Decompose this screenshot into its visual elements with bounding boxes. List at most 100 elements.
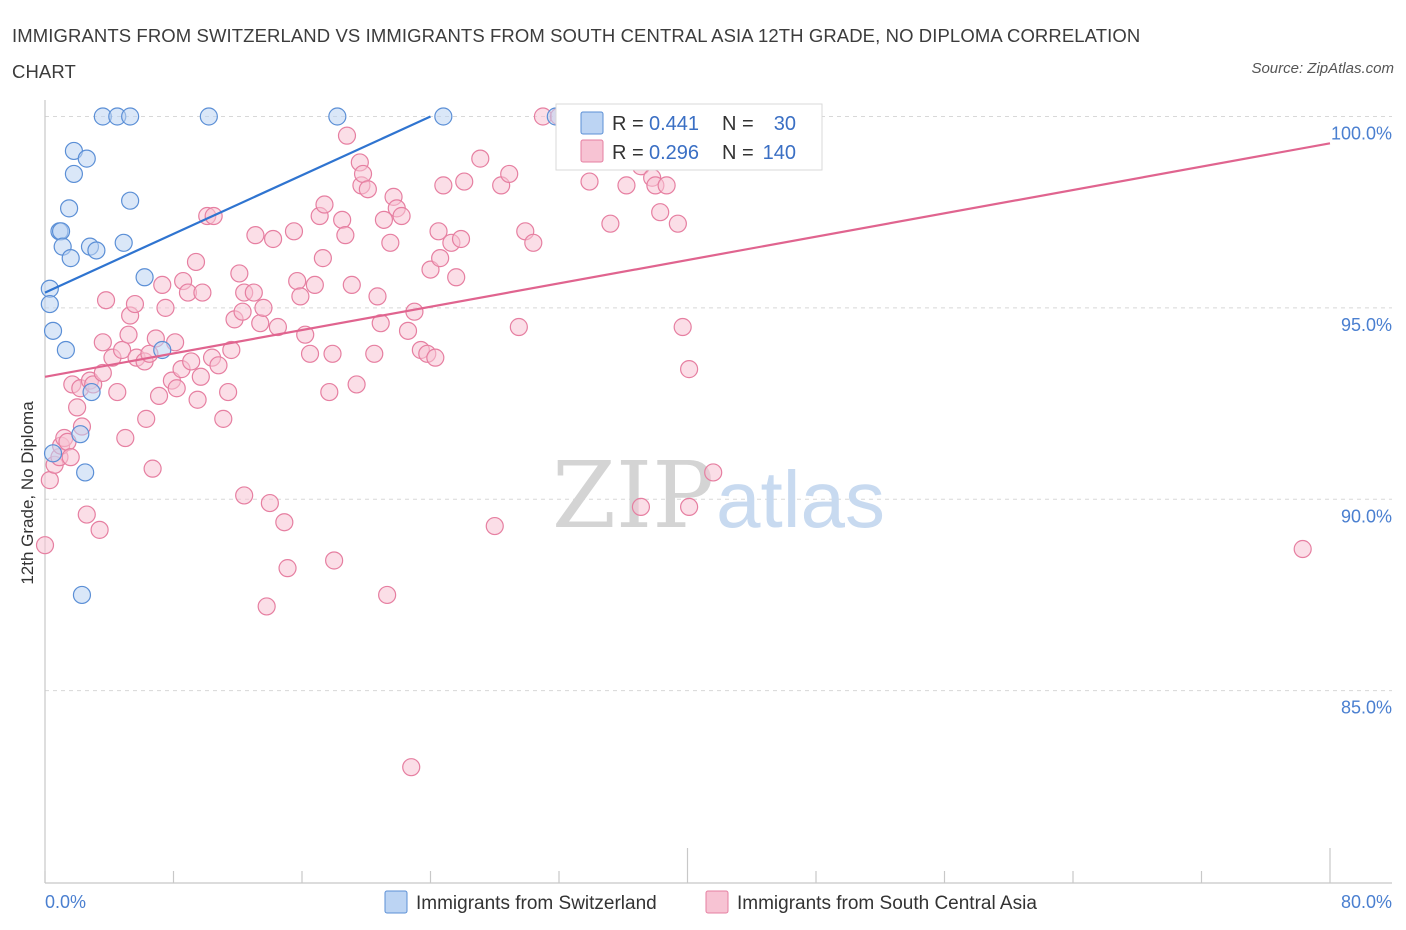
switzerland-point — [40, 294, 59, 314]
south-central-asia-point — [278, 559, 297, 578]
south-central-asia-point — [40, 471, 59, 490]
watermark-atlas: atlas — [716, 455, 885, 544]
switzerland-point — [72, 585, 92, 605]
south-central-asia-point — [251, 314, 270, 333]
south-central-asia-point — [434, 176, 453, 195]
legend-swatch-blue — [580, 111, 604, 135]
south-central-asia-point — [230, 264, 249, 283]
south-central-asia-point — [291, 287, 310, 306]
data-points — [35, 107, 1312, 777]
south-central-asia-point — [337, 126, 357, 145]
switzerland-point — [199, 107, 218, 126]
legend-n-label-2: N = — [722, 142, 754, 164]
south-central-asia-point — [447, 268, 466, 287]
south-central-asia-point — [378, 585, 397, 605]
switzerland-point — [43, 444, 63, 463]
south-central-asia-point — [284, 222, 304, 241]
y-tick-label: 85.0% — [1341, 698, 1392, 718]
legend-swatch-pink — [580, 139, 604, 163]
south-central-asia-point — [35, 536, 55, 555]
switzerland-point — [51, 222, 71, 241]
south-central-asia-point — [137, 409, 156, 428]
switzerland-point — [434, 107, 453, 126]
south-central-asia-point — [500, 164, 519, 184]
bottom-legend-label-switzerland: Immigrants from Switzerland — [416, 893, 657, 914]
legend-r-value-1: 0.441 — [649, 113, 699, 135]
legend-r-value-2: 0.296 — [649, 142, 699, 164]
legend-n-value-2: 140 — [763, 142, 796, 164]
south-central-asia-point — [93, 333, 112, 352]
south-central-asia-point — [90, 520, 109, 539]
south-central-asia-point — [342, 275, 361, 295]
south-central-asia-point — [191, 367, 210, 386]
south-central-asia-point — [365, 344, 384, 363]
legend-n-value-1: 30 — [774, 113, 796, 135]
south-central-asia-point — [426, 348, 445, 367]
south-central-asia-point — [402, 758, 421, 777]
switzerland-point — [121, 107, 140, 126]
south-central-asia-point — [313, 249, 332, 268]
bottom-legend-swatch-south-central-asia — [705, 890, 729, 914]
south-central-asia-point — [156, 298, 175, 317]
south-central-asia-point — [668, 214, 687, 233]
source-credit: Source: ZipAtlas.com — [1251, 60, 1394, 77]
switzerland-point — [43, 321, 63, 340]
south-central-asia-point — [246, 226, 265, 245]
south-central-asia-point — [617, 176, 636, 195]
south-central-asia-point — [374, 210, 394, 229]
south-central-asia-point — [704, 463, 723, 482]
south-central-asia-point — [214, 409, 233, 428]
south-central-asia-point — [125, 294, 145, 314]
switzerland-point — [328, 107, 347, 126]
y-tick-label: 100.0% — [1331, 124, 1392, 144]
watermark-zip: ZIP — [552, 442, 714, 549]
south-central-asia-point — [188, 390, 207, 409]
south-central-asia-trend-line — [44, 142, 1331, 378]
south-central-asia-point — [1293, 539, 1312, 559]
south-central-asia-point — [149, 386, 169, 406]
axes: 85.0% 90.0% 95.0% 100.0% 0.0% 80.0% — [44, 100, 1392, 912]
south-central-asia-point — [257, 597, 276, 616]
switzerland-point — [121, 191, 140, 210]
south-central-asia-point — [315, 195, 334, 214]
south-central-asia-point — [320, 382, 339, 402]
south-central-asia-point — [235, 486, 254, 505]
south-central-asia-point — [193, 283, 212, 302]
chart-title: IMMIGRANTS FROM SWITZERLAND VS IMMIGRANT… — [12, 25, 1141, 82]
x-tick-label-min: 0.0% — [45, 892, 86, 912]
south-central-asia-point — [275, 513, 294, 532]
south-central-asia-point — [288, 271, 307, 291]
south-central-asia-point — [68, 398, 87, 417]
south-central-asia-point — [455, 172, 474, 191]
x-tick-label-max: 80.0% — [1341, 892, 1392, 912]
south-central-asia-point — [347, 375, 366, 394]
switzerland-point — [77, 149, 96, 168]
watermark: ZIP atlas — [552, 442, 885, 549]
south-central-asia-point — [153, 275, 172, 295]
bottom-legend-swatch-switzerland — [384, 890, 408, 914]
switzerland-point — [87, 241, 106, 260]
bottom-legend-label-south-central-asia: Immigrants from South Central Asia — [737, 893, 1037, 914]
switzerland-point — [135, 268, 154, 287]
south-central-asia-point — [673, 317, 692, 337]
south-central-asia-point — [300, 344, 320, 363]
south-central-asia-point — [657, 176, 676, 195]
south-central-asia-point — [108, 382, 127, 402]
switzerland-point — [64, 164, 84, 184]
south-central-asia-point — [244, 283, 263, 302]
y-tick-label: 95.0% — [1341, 315, 1392, 335]
south-central-asia-point — [233, 302, 252, 321]
legend: R = 0.441 N = 30 R = 0.296 N = 140 — [555, 103, 823, 171]
south-central-asia-point — [524, 233, 543, 252]
switzerland-trend-line — [44, 115, 431, 294]
legend-n-label-1: N = — [722, 113, 754, 135]
bottom-legend: Immigrants from Switzerland Immigrants f… — [384, 890, 1037, 914]
switzerland-point — [61, 249, 80, 268]
south-central-asia-point — [381, 233, 400, 252]
south-central-asia-point — [680, 360, 699, 379]
legend-r-label-1: R = — [612, 113, 644, 135]
trend-lines — [44, 115, 1331, 378]
south-central-asia-point — [93, 363, 112, 383]
south-central-asia-point — [186, 252, 206, 272]
south-central-asia-point — [429, 222, 448, 241]
